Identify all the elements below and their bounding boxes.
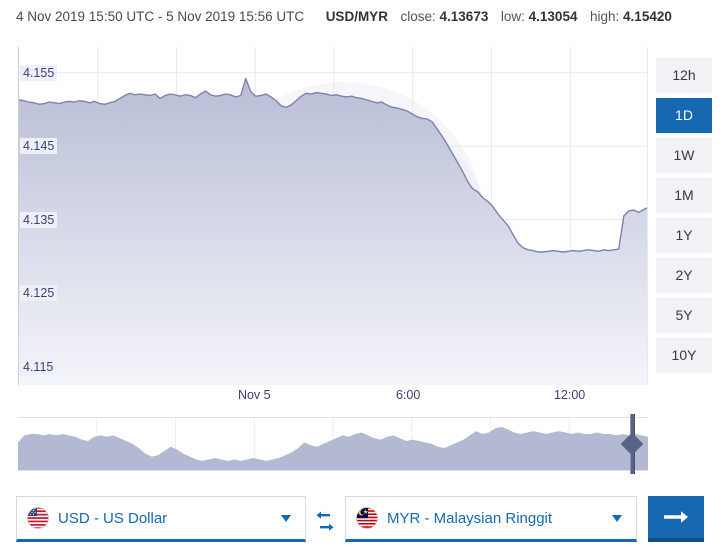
chevron-down-icon-2[interactable] [612, 514, 622, 522]
swap-currencies-button[interactable] [312, 506, 338, 534]
to-currency-select[interactable]: MYR - Malaysian Ringgit [345, 496, 637, 542]
price-chart[interactable]: x e [18, 47, 648, 385]
swap-arrows-icon [316, 511, 334, 531]
low-label: low: [500, 9, 525, 24]
range-button-10y[interactable]: 10Y [656, 338, 712, 373]
convert-submit-button[interactable] [648, 496, 704, 542]
y-axis-tick-2: 4.135 [20, 211, 58, 228]
to-currency-label: MYR - Malaysian Ringgit [387, 509, 553, 527]
range-navigator[interactable] [18, 417, 648, 471]
time-range-buttons[interactable]: 12h 1D 1W 1M 1Y 2Y 5Y 10Y [656, 58, 712, 373]
currency-pair-label: USD/MYR [325, 9, 388, 24]
y-axis-tick-0: 4.155 [20, 64, 58, 81]
price-series-svg [19, 47, 647, 385]
navigator-area [18, 426, 648, 470]
range-button-1y[interactable]: 1Y [656, 218, 712, 253]
y-axis-tick-1: 4.145 [20, 138, 58, 155]
navigator-handle-right[interactable] [620, 414, 644, 474]
from-currency-select[interactable]: USD - US Dollar [16, 496, 306, 542]
x-axis-labels: Nov 5 6:00 12:00 [18, 388, 648, 410]
x-axis-tick-1: 6:00 [395, 388, 421, 402]
high-value: 4.15420 [623, 9, 672, 24]
date-range-label: 4 Nov 2019 15:50 UTC - 5 Nov 2019 15:56 … [16, 9, 305, 24]
range-button-1d[interactable]: 1D [656, 98, 712, 133]
chart-header: 4 Nov 2019 15:50 UTC - 5 Nov 2019 15:56 … [16, 6, 672, 28]
range-button-1m[interactable]: 1M [656, 178, 712, 213]
us-flag-icon [27, 507, 49, 529]
x-axis-tick-0: Nov 5 [237, 388, 271, 402]
y-axis-tick-4: 4.115 [20, 358, 57, 375]
arrow-right-icon [664, 511, 688, 523]
close-label: close: [400, 9, 436, 24]
close-value: 4.13673 [439, 9, 489, 24]
price-area [19, 78, 647, 385]
range-button-12h[interactable]: 12h [656, 58, 712, 93]
y-axis-tick-3: 4.125 [20, 285, 58, 302]
low-value: 4.13054 [528, 9, 578, 24]
currency-selector-row: USD - US Dollar [0, 496, 720, 553]
navigator-series-svg [18, 418, 648, 470]
plot-area [19, 47, 647, 385]
from-currency-label: USD - US Dollar [58, 509, 168, 527]
chevron-down-icon[interactable] [281, 514, 291, 522]
range-button-5y[interactable]: 5Y [656, 298, 712, 333]
range-button-2y[interactable]: 2Y [656, 258, 712, 293]
my-flag-icon [356, 507, 378, 529]
x-axis-tick-2: 12:00 [553, 388, 586, 402]
range-button-1w[interactable]: 1W [656, 138, 712, 173]
price-line [19, 77, 647, 253]
high-label: high: [590, 9, 620, 24]
